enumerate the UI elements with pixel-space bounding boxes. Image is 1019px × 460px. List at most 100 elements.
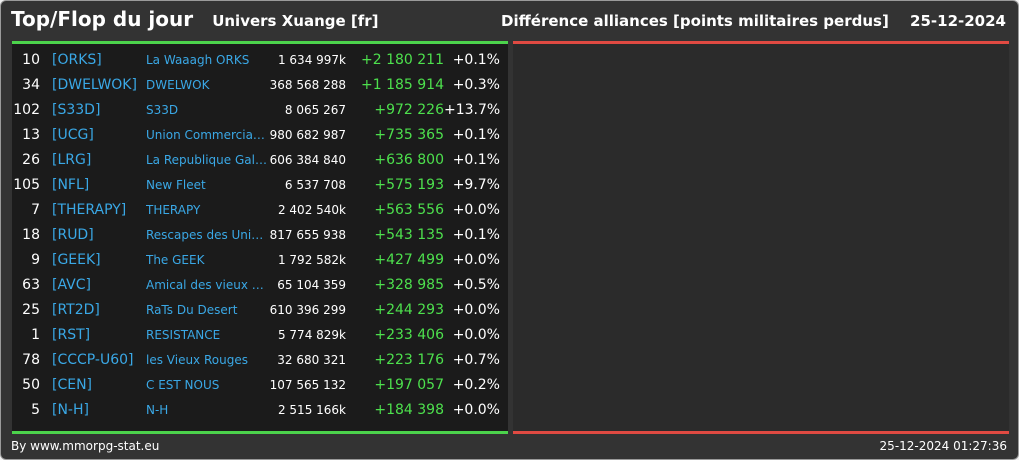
points-difference: +543 135 [374,227,444,243]
alliance-points: 980 682 987 [269,128,346,142]
alliance-tag-link[interactable]: [LRG] [52,152,92,168]
alliance-rank: 9 [31,252,40,268]
percent-change: +9.7% [452,177,500,193]
table-row: 25 [RT2D] RaTs Du Desert 610 396 299 +244 29… [12,298,508,323]
alliance-points: 368 568 288 [269,78,346,92]
alliance-tag-link[interactable]: [DWELWOK] [52,77,137,93]
percent-change: +0.1% [452,227,500,243]
alliance-name-link[interactable]: RaTs Du Desert [146,303,238,317]
alliance-points: 8 065 267 [284,103,346,117]
percent-change: +0.0% [452,202,500,218]
points-difference: +184 398 [374,402,444,418]
percent-change: +0.3% [452,77,500,93]
percent-change: +0.0% [452,402,500,418]
alliance-points: 606 384 840 [269,153,346,167]
points-difference: +223 176 [374,352,444,368]
alliance-rank: 25 [22,302,40,318]
report-date: 25-12-2024 [910,12,1006,30]
alliance-points: 2 402 540k [277,203,346,217]
table-row: 13 [UCG] Union Commerciale... 980 682 987 +7… [12,123,508,148]
alliance-tag-link[interactable]: [RT2D] [52,302,100,318]
alliance-name-link[interactable]: C EST NOUS [146,378,220,392]
alliance-points: 107 565 132 [269,378,346,392]
table-row: 1 [RST] RESISTANCE 5 774 829k +233 406 +0.0% [12,323,508,348]
top-accent-bar [12,41,508,44]
table-row: 63 [AVC] Amical des vieux co... 65 104 359 +… [12,273,508,298]
alliance-points: 610 396 299 [269,303,346,317]
alliance-name-link[interactable]: THERAPY [146,203,201,217]
alliance-tag-link[interactable]: [RUD] [52,227,94,243]
alliance-points: 817 655 938 [269,228,346,242]
table-row: 5 [N-H] N-H 2 515 166k +184 398 +0.0% [12,398,508,423]
alliance-rank: 18 [22,227,40,243]
footer-timestamp: 25-12-2024 01:27:36 [879,439,1007,453]
alliance-tag-link[interactable]: [N-H] [52,402,89,418]
alliance-points: 2 515 166k [277,403,346,417]
points-difference: +2 180 211 [361,52,444,68]
percent-change: +0.5% [452,277,500,293]
alliance-name-link[interactable]: New Fleet [146,178,206,192]
header-right: Différence alliances [points militaires … [501,12,1006,30]
alliance-name-link[interactable]: DWELWOK [146,78,210,92]
points-difference: +233 406 [374,327,444,343]
points-difference: +197 057 [374,377,444,393]
alliance-tag-link[interactable]: [CEN] [52,377,93,393]
universe-label: Univers Xuange [fr] [212,12,379,30]
percent-change: +0.1% [452,52,500,68]
points-difference: +563 556 [374,202,444,218]
site-credit: By www.mmorpg-stat.eu [11,439,160,453]
table-row: 34 [DWELWOK] DWELWOK 368 568 288 +1 185 914 +… [12,73,508,98]
table-row: 18 [RUD] Rescapes des Univ... 817 655 938 +5… [12,223,508,248]
alliance-rank: 7 [31,202,40,218]
alliance-name-link[interactable]: Union Commerciale... [146,128,268,142]
percent-change: +0.7% [452,352,500,368]
alliance-name-link[interactable]: RESISTANCE [146,328,221,342]
points-difference: +735 365 [374,127,444,143]
header-left: Top/Flop du jour Univers Xuange [fr] [11,7,379,31]
alliance-tag-link[interactable]: [RST] [52,327,91,343]
alliance-name-link[interactable]: S33D [146,103,179,117]
alliance-name-link[interactable]: La Republique Gala... [146,153,268,167]
alliance-tag-link[interactable]: [GEEK] [52,252,101,268]
alliance-tag-link[interactable]: [NFL] [52,177,90,193]
alliance-name-link[interactable]: Rescapes des Univ... [146,228,268,242]
stat-subtitle: Différence alliances [points militaires … [501,12,889,30]
alliance-rank: 10 [22,52,40,68]
alliance-rank: 63 [22,277,40,293]
alliance-tag-link[interactable]: [THERAPY] [52,202,127,218]
points-difference: +1 185 914 [361,77,444,93]
alliance-rank: 1 [31,327,40,343]
alliance-rank: 102 [13,102,40,118]
top-panel: 10 [ORKS] La Waaagh ORKS 1 634 997k +2 180 2… [12,44,508,431]
alliance-points: 1 634 997k [277,53,346,67]
alliance-name-link[interactable]: les Vieux Rouges [146,353,248,367]
percent-change: +0.0% [452,302,500,318]
points-difference: +972 226 [374,102,444,118]
alliance-name-link[interactable]: N-H [146,403,169,417]
table-row: 9 [GEEK] The GEEK 1 792 582k +427 499 +0.0% [12,248,508,273]
alliance-tag-link[interactable]: [S33D] [52,102,101,118]
percent-change: +0.1% [452,127,500,143]
points-difference: +427 499 [374,252,444,268]
alliance-tag-link[interactable]: [CCCP-U60] [52,352,134,368]
table-row: 10 [ORKS] La Waaagh ORKS 1 634 997k +2 180 2… [12,48,508,73]
alliance-name-link[interactable]: Amical des vieux co... [146,278,268,292]
table-row: 105 [NFL] New Fleet 6 537 708 +575 193 +9.7% [12,173,508,198]
alliance-tag-link[interactable]: [UCG] [52,127,94,143]
alliance-tag-link[interactable]: [ORKS] [52,52,102,68]
points-difference: +636 800 [374,152,444,168]
percent-change: +0.0% [452,252,500,268]
alliance-points: 6 537 708 [284,178,346,192]
alliance-rank: 50 [22,377,40,393]
alliance-rank: 105 [13,177,40,193]
percent-change: +0.1% [452,152,500,168]
points-difference: +244 293 [374,302,444,318]
alliance-name-link[interactable]: La Waaagh ORKS [146,53,250,67]
alliance-rank: 34 [22,77,40,93]
points-difference: +328 985 [374,277,444,293]
alliance-tag-link[interactable]: [AVC] [52,277,91,293]
alliance-rank: 13 [22,127,40,143]
alliance-name-link[interactable]: The GEEK [146,253,205,267]
top-accent-bar-bottom [12,431,508,434]
